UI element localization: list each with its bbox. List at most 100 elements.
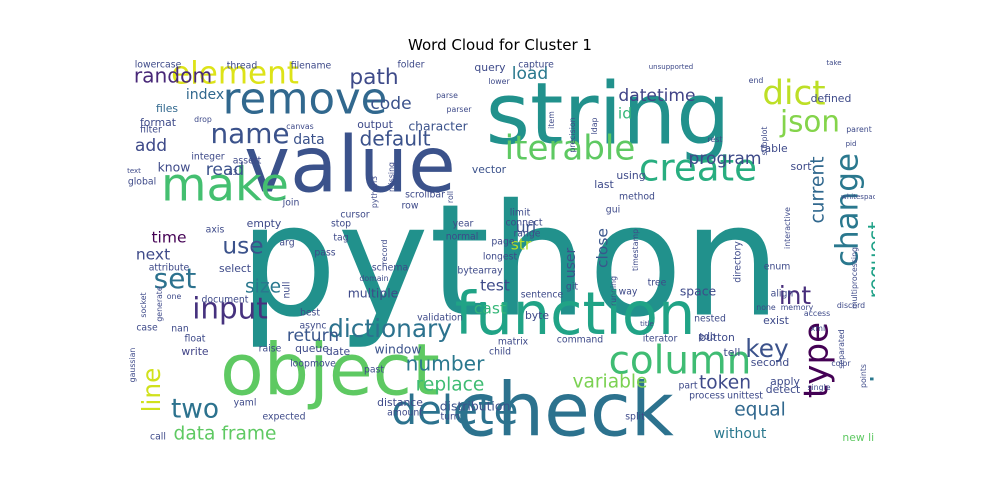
word-none: none — [756, 303, 776, 312]
word-user: user — [563, 247, 579, 278]
word-color: color — [831, 359, 851, 368]
word-window: window — [374, 342, 421, 357]
word-yaml: yaml — [234, 398, 257, 409]
word-end: end — [749, 76, 764, 85]
word-size: size — [245, 277, 281, 298]
word-range: range — [513, 229, 540, 240]
word-method: method — [619, 192, 655, 203]
word-string: string — [486, 65, 731, 164]
word-row: row — [402, 201, 419, 212]
word-tell: tell — [724, 346, 741, 359]
word-timestamp: timestamp — [631, 229, 640, 271]
word-pid: pid — [846, 140, 857, 148]
word-float: float — [185, 334, 206, 345]
word-subplot: subplot — [760, 127, 769, 156]
word-test: test — [480, 277, 510, 295]
word-align: align — [771, 289, 794, 300]
word-s3: s3 — [228, 168, 237, 177]
chart-title: Word Cloud for Cluster 1 — [408, 36, 592, 54]
word-path: path — [349, 65, 398, 90]
word-matrix: matrix — [498, 337, 529, 348]
word-directory: directory — [733, 241, 744, 283]
word-name: name — [210, 117, 289, 150]
word-request: request — [864, 222, 876, 299]
word-empty: empty — [247, 217, 282, 230]
word-set: set — [154, 262, 197, 295]
word-item: item — [547, 111, 556, 129]
word-connect: connect — [505, 218, 542, 229]
word-cursor: cursor — [340, 210, 369, 221]
word-xml: xml — [811, 324, 825, 333]
word-part: part — [678, 381, 697, 392]
word-new-line: new line — [842, 431, 875, 444]
word-detect: detect — [766, 383, 801, 396]
word-last: last — [594, 178, 613, 191]
word-limit: limit — [510, 208, 531, 219]
word-precision: precision — [568, 117, 577, 152]
word-loopmove: loopmove — [290, 359, 336, 370]
word-way: way — [619, 287, 638, 298]
word-program: program — [689, 149, 762, 169]
word-space: space — [680, 284, 716, 299]
word-data: data — [293, 132, 325, 148]
word-discord: discord — [837, 301, 865, 310]
word-defined: defined — [811, 92, 852, 105]
word-create: create — [639, 146, 757, 190]
word-id: id — [618, 105, 632, 123]
word-access: access — [804, 309, 830, 318]
word-parse: parse — [436, 91, 458, 100]
word-data-frame: data frame — [174, 424, 277, 445]
word-text: text — [127, 167, 141, 175]
word-rest: rest — [708, 135, 723, 144]
word-tag: tag — [333, 233, 348, 244]
word-two: two — [171, 394, 219, 425]
word-validation: validation — [417, 313, 463, 324]
word-memory: memory — [781, 303, 814, 312]
word-next: next — [136, 246, 170, 264]
word-column: column — [609, 339, 752, 384]
word-replace: replace — [416, 375, 485, 396]
word-points: points — [859, 364, 868, 388]
word-button: button — [699, 331, 735, 344]
word-filename: filename — [291, 61, 332, 72]
word-queue: queue — [295, 342, 329, 355]
word-parser: parser — [447, 105, 473, 114]
word-amount: amount — [387, 408, 423, 419]
word-str: str — [511, 236, 532, 254]
word-datetime: datetime — [618, 86, 695, 106]
word-table: table — [760, 142, 788, 155]
word-child: child — [489, 347, 511, 358]
word-know: know — [158, 160, 191, 175]
word-arg: arg — [279, 238, 294, 249]
word-page: page — [491, 237, 514, 248]
word-dict: dict — [762, 74, 825, 114]
word-tree: tree — [648, 278, 667, 289]
word-delete: delete — [392, 387, 519, 434]
word-query: query — [474, 61, 506, 74]
word-add: add — [135, 136, 167, 156]
word-line: line — [137, 368, 166, 413]
word-axis: axis — [206, 225, 225, 236]
word-sentence: sentence — [521, 290, 564, 301]
word-return: return — [287, 326, 339, 346]
word-value: value — [244, 120, 456, 210]
word-url: url — [516, 219, 537, 237]
word-best: best — [300, 308, 320, 319]
word-one: one — [167, 292, 182, 301]
word-attribute: attribute — [149, 263, 190, 274]
word-change: change — [830, 153, 866, 267]
word-scrollbar: scrollbar — [405, 190, 445, 201]
word-bytearray: bytearray — [457, 266, 503, 277]
word-second: second — [751, 356, 790, 369]
word-split: split — [625, 412, 645, 423]
word-without: without — [714, 426, 767, 442]
word-make: make — [161, 158, 289, 212]
word-turn: turn — [440, 412, 459, 423]
word-folder: folder — [398, 60, 425, 71]
word-case: case — [136, 323, 158, 334]
word-apply: apply — [770, 375, 800, 388]
word-use: use — [222, 233, 263, 260]
word-past: past — [364, 365, 384, 376]
word-python: python — [239, 170, 781, 351]
word-write: write — [181, 345, 209, 358]
